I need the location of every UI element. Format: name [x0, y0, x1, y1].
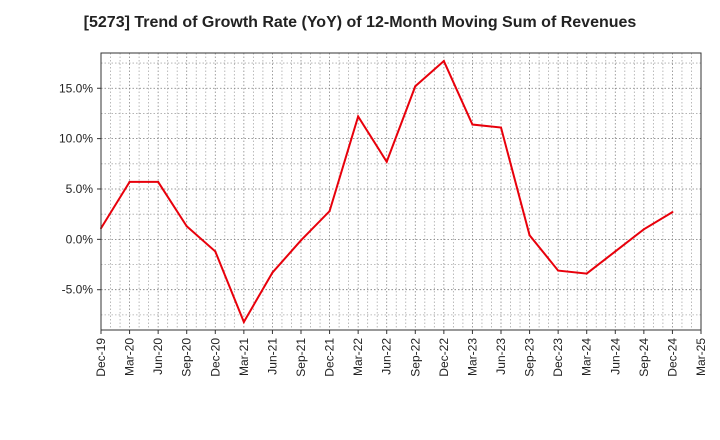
x-tick-label: Dec-22 [437, 338, 451, 377]
x-tick-label: Dec-23 [551, 338, 565, 377]
y-tick-label: 10.0% [59, 132, 93, 146]
data-point [442, 60, 445, 63]
data-point [300, 239, 302, 242]
data-point [271, 271, 274, 274]
x-tick-label: Dec-19 [94, 338, 108, 377]
x-tick-label: Mar-21 [237, 338, 251, 376]
data-point [471, 123, 474, 126]
y-tick-label: -5.0% [62, 283, 94, 297]
data-point [671, 211, 674, 214]
x-tick-label: Mar-23 [465, 338, 479, 376]
data-point [500, 126, 502, 129]
plot-frame [100, 52, 702, 331]
series-line [100, 59, 673, 325]
data-point [528, 234, 531, 237]
x-tick-label: Sep-24 [637, 338, 651, 377]
x-tick-label: Jun-22 [380, 338, 394, 375]
data-point [242, 320, 245, 323]
x-tick-label: Jun-21 [265, 338, 279, 375]
x-tick-label: Sep-22 [408, 338, 422, 377]
x-tick-labels: Dec-19 Mar-20 Jun-20 Sep-20 Dec-20 Mar-21 Jun-… [94, 330, 708, 377]
data-point [585, 272, 588, 275]
x-tick-label: Sep-23 [523, 338, 537, 377]
grid-lines [101, 53, 701, 330]
y-tick-label: 5.0% [66, 182, 94, 196]
chart-title: [5273] Trend of Growth Rate (YoY) of 12-… [83, 14, 637, 31]
y-tick-label: 15.0% [59, 81, 93, 95]
x-tick-label: Jun-24 [608, 338, 622, 375]
y-tick-labels: -5.0% 0.0% 5.0% 10.0% 15.0% [59, 81, 101, 297]
x-tick-label: Jun-20 [151, 338, 165, 375]
x-tick-label: Sep-21 [294, 338, 308, 377]
x-tick-label: Dec-21 [323, 338, 337, 377]
data-point [328, 210, 331, 213]
x-tick-label: Sep-20 [180, 338, 194, 377]
data-point [357, 115, 360, 118]
x-tick-label: Mar-20 [123, 338, 137, 376]
data-point [414, 85, 417, 88]
x-tick-label: Dec-20 [208, 338, 222, 377]
y-tick-label: 0.0% [66, 232, 94, 246]
x-tick-label: Mar-25 [694, 338, 708, 376]
data-point [614, 250, 617, 253]
data-point [557, 269, 560, 272]
x-tick-label: Mar-22 [351, 338, 365, 376]
x-tick-label: Jun-23 [494, 338, 508, 375]
data-point [128, 180, 131, 183]
x-tick-label: Dec-24 [665, 338, 679, 377]
data-point [642, 228, 645, 231]
data-point [185, 225, 188, 228]
x-tick-label: Mar-24 [580, 338, 594, 376]
data-point [157, 180, 160, 183]
data-point [385, 160, 388, 163]
data-point [214, 250, 217, 253]
axes [100, 52, 702, 331]
